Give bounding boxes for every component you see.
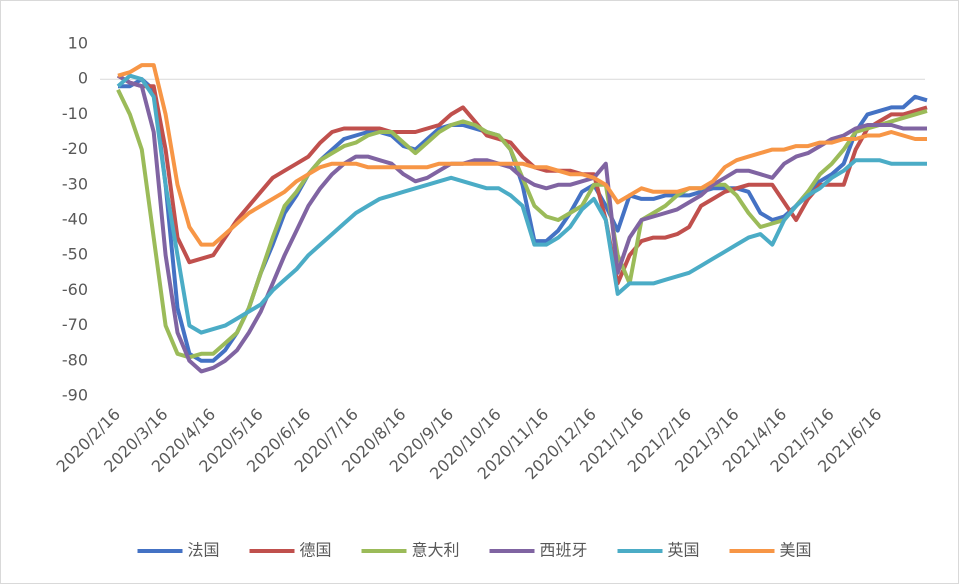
y-tick-label: 0 bbox=[78, 69, 88, 88]
y-tick-label: -10 bbox=[62, 104, 88, 123]
series-line bbox=[116, 73, 927, 335]
legend-label: 西班牙 bbox=[540, 541, 588, 560]
y-tick-label: -30 bbox=[62, 174, 88, 193]
legend-label: 意大利 bbox=[412, 541, 460, 560]
series-line bbox=[116, 73, 927, 374]
y-tick-label: -60 bbox=[62, 280, 88, 299]
legend-label: 英国 bbox=[668, 541, 700, 560]
y-tick-label: -90 bbox=[62, 386, 88, 405]
y-tick-label: -40 bbox=[62, 210, 88, 229]
y-tick-label: -80 bbox=[62, 350, 88, 369]
y-tick-label: -50 bbox=[62, 245, 88, 264]
legend-label: 德国 bbox=[300, 541, 332, 560]
y-tick-label: 10 bbox=[68, 34, 88, 53]
legend-label: 法国 bbox=[188, 541, 220, 560]
y-tick-label: -20 bbox=[62, 139, 88, 158]
series-line bbox=[117, 63, 927, 247]
y-tick-label: -70 bbox=[62, 315, 88, 334]
series-line bbox=[116, 73, 928, 286]
legend-label: 美国 bbox=[780, 541, 812, 560]
